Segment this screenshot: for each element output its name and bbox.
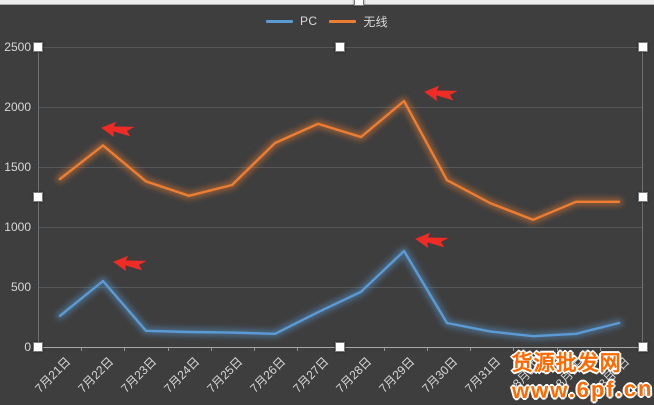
selection-handle[interactable] — [638, 192, 648, 202]
selection-handle[interactable] — [33, 42, 43, 52]
x-axis-tickmark — [210, 348, 212, 351]
legend-label: 无线 — [363, 14, 388, 29]
x-axis-tickmark — [297, 348, 299, 351]
y-tick-label-2000: 2000 — [4, 100, 31, 114]
gridline-500 — [38, 287, 643, 288]
selection-handle[interactable] — [638, 42, 648, 52]
series-line-无线[interactable] — [58, 99, 621, 222]
x-axis-tickmark — [513, 348, 515, 351]
y-tick-label-2500: 2500 — [4, 40, 31, 54]
legend-swatch — [266, 19, 294, 23]
x-axis-tickmark — [383, 348, 385, 351]
gridline-2000 — [38, 107, 643, 108]
x-axis-tickmark — [470, 348, 472, 351]
series-glow-PC — [56, 247, 623, 341]
legend-label: PC — [300, 14, 318, 28]
chart-legend: PC 无线 — [0, 12, 654, 30]
selection-handle[interactable] — [33, 192, 43, 202]
red-arrow-annotation — [113, 255, 147, 272]
y-tick-label-1000: 1000 — [4, 220, 31, 234]
x-axis-tickmark — [254, 348, 256, 351]
red-arrow-annotation — [424, 85, 458, 102]
series-glow-无线 — [56, 97, 623, 224]
gridline-1500 — [38, 167, 643, 168]
series-line-PC[interactable] — [58, 249, 621, 338]
x-axis-tickmark — [167, 348, 169, 351]
selection-handle[interactable] — [33, 342, 43, 352]
legend-item-PC[interactable]: PC — [266, 14, 317, 28]
y-tick-label-1500: 1500 — [4, 160, 31, 174]
x-axis-tickmark — [426, 348, 428, 351]
red-arrow-annotation — [101, 121, 135, 138]
gridline-1000 — [38, 227, 643, 228]
selection-handle[interactable] — [335, 342, 345, 352]
selection-handle[interactable] — [354, 0, 364, 6]
x-axis-tickmark — [599, 348, 601, 351]
x-axis-tickmark — [556, 348, 558, 351]
y-tick-label-500: 500 — [10, 280, 31, 294]
red-arrow-annotation — [415, 232, 449, 249]
selection-handle[interactable] — [335, 42, 345, 52]
legend-item-无线[interactable]: 无线 — [329, 13, 388, 30]
selection-handle[interactable] — [638, 342, 648, 352]
x-axis-tickmark — [81, 348, 83, 351]
y-tick-label-0: 0 — [24, 340, 31, 354]
window-top-strip — [0, 0, 654, 5]
x-axis-tickmark — [124, 348, 126, 351]
legend-swatch — [329, 19, 357, 23]
